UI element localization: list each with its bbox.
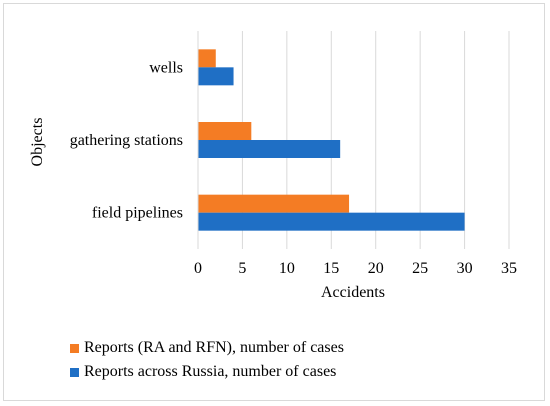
category-label: field pipelines	[92, 205, 183, 222]
axes: 0 5 10 15 20 25 30 35 field pipelines gathering s…	[70, 31, 517, 277]
bar	[198, 212, 465, 231]
legend-item-regional: Reports (RA and RFN), number of cases	[70, 336, 344, 360]
legend-item-russia: Reports across Russia, number of cases	[70, 360, 344, 384]
category-label: gathering stations	[70, 132, 183, 149]
bar	[198, 140, 341, 158]
x-tick-label: 30	[457, 260, 473, 277]
legend-swatch-orange	[70, 343, 79, 353]
x-tick-label: 0	[194, 260, 202, 277]
x-tick-label: 20	[368, 260, 384, 277]
y-axis-title: Objects	[29, 118, 46, 167]
legend: Reports (RA and RFN), number of cases Re…	[70, 336, 344, 384]
legend-label-russia: Reports across Russia, number of cases	[84, 363, 337, 380]
bar	[198, 122, 252, 140]
x-tick-label: 15	[323, 260, 339, 277]
legend-label-regional: Reports (RA and RFN), number of cases	[84, 339, 344, 356]
x-tick-label: 10	[279, 260, 295, 277]
bar	[198, 49, 216, 68]
bar	[198, 67, 234, 86]
x-tick-label: 35	[501, 260, 517, 277]
bar	[198, 194, 350, 213]
x-axis-title: Accidents	[321, 284, 385, 301]
x-tick-label: 25	[412, 260, 428, 277]
bars	[198, 49, 465, 231]
legend-swatch-blue	[70, 367, 79, 377]
x-tick-label: 5	[238, 260, 246, 277]
category-label: wells	[149, 59, 183, 76]
